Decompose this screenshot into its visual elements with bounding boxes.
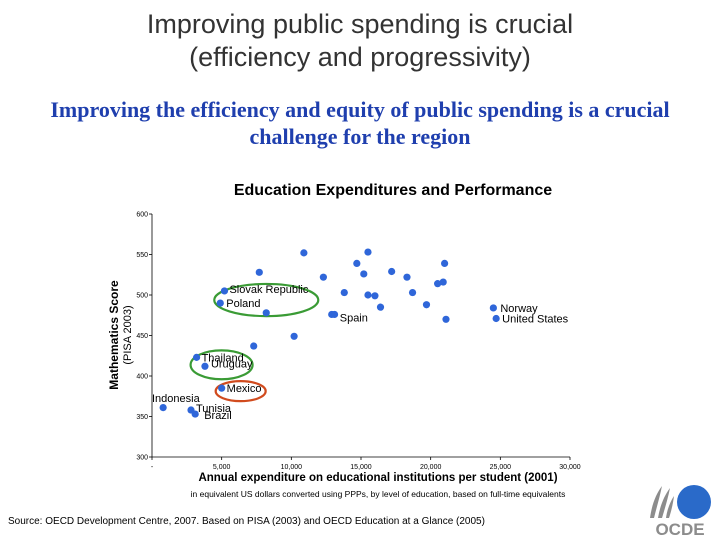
data-points [159, 248, 500, 418]
data-point [201, 362, 209, 370]
x-tick-label: 10,000 [281, 464, 303, 471]
highlight-ellipse [214, 380, 267, 403]
data-point [192, 353, 201, 361]
x-axis-title: Annual expenditure on educational instit… [198, 472, 557, 484]
data-point [255, 268, 263, 276]
data-point [408, 288, 417, 297]
data-point [220, 287, 229, 295]
source-note: Source: OECD Development Centre, 2007. B… [8, 516, 485, 527]
x-tick-label: - [151, 464, 154, 471]
data-point [353, 259, 361, 268]
x-tick-label: 30,000 [559, 464, 581, 471]
slide-title-line-2: (efficiency and progressivity) [189, 42, 531, 72]
data-point [403, 273, 411, 281]
data-point [434, 280, 442, 288]
data-point [439, 278, 447, 286]
data-point [262, 309, 270, 317]
slide-title-line-1: Improving public spending is crucial [146, 9, 574, 39]
data-point [216, 299, 224, 307]
point-label: Spain [340, 312, 368, 324]
data-point [319, 273, 327, 281]
y-tick-label: 400 [136, 374, 148, 381]
point-label: Norway [500, 303, 538, 315]
x-axis-subtitle: in equivalent US dollars converted using… [191, 489, 566, 499]
point-label: United States [502, 313, 569, 325]
y-ticks: 300 350 400 450 500 550 600 [136, 212, 152, 462]
logo-text: OCDE [655, 520, 704, 538]
x-tick-label: 15,000 [350, 464, 372, 471]
data-point [371, 292, 379, 300]
point-label: Indonesia [152, 393, 201, 405]
point-label: Brazil [204, 410, 232, 422]
data-point [492, 314, 500, 323]
x-tick-label: 25,000 [490, 464, 512, 471]
y-tick-label: 550 [136, 252, 148, 259]
x-ticks: - 5,000 10,000 15,000 20,000 25,000 30,000 [151, 457, 581, 471]
data-point [300, 249, 308, 257]
data-point [364, 291, 372, 299]
y-tick-label: 350 [136, 414, 148, 421]
y-tick-label: 300 [136, 455, 148, 462]
data-point [388, 267, 396, 276]
slide-subtitle: Improving the efficiency and equity of p… [0, 96, 720, 150]
data-point [159, 403, 167, 412]
data-point [250, 342, 258, 350]
oecd-logo: OCDE [650, 485, 711, 538]
chart-title: Education Expenditures and Performance [234, 182, 552, 199]
data-point [340, 288, 348, 297]
data-point [441, 259, 449, 268]
y-tick-label: 500 [136, 293, 148, 300]
point-label: Mexico [227, 383, 262, 395]
slide-subtitle-line-1: Improving the efficiency and equity of p… [50, 97, 670, 122]
y-tick-label: 450 [136, 333, 148, 340]
point-label: Thailand [202, 352, 244, 364]
point-label: Tunisia [196, 403, 232, 415]
point-label: Uruguay [211, 358, 253, 370]
data-point [330, 310, 339, 319]
point-label: Slovak Republic [229, 284, 308, 296]
data-point [360, 270, 368, 278]
data-point [489, 304, 497, 312]
oecd-leaf-icon [650, 486, 674, 518]
slide-title: Improving public spending is crucial (ef… [0, 8, 720, 74]
y-axis-title: Mathematics Score [107, 280, 121, 390]
data-point [442, 315, 450, 323]
y-axis-subtitle: (PISA 2003) [122, 305, 134, 364]
data-point [422, 301, 431, 309]
highlight-ellipse [189, 349, 254, 381]
data-point [191, 410, 199, 418]
point-label: Poland [226, 298, 260, 310]
x-tick-label: 5,000 [213, 464, 231, 471]
data-point [290, 332, 298, 340]
oecd-globe-icon [677, 485, 711, 519]
x-tick-label: 20,000 [420, 464, 442, 471]
data-point [376, 303, 385, 311]
data-point [364, 248, 372, 256]
y-tick-label: 600 [136, 212, 148, 219]
data-point [218, 384, 226, 392]
slide-subtitle-line-2: challenge for the region [249, 124, 471, 149]
